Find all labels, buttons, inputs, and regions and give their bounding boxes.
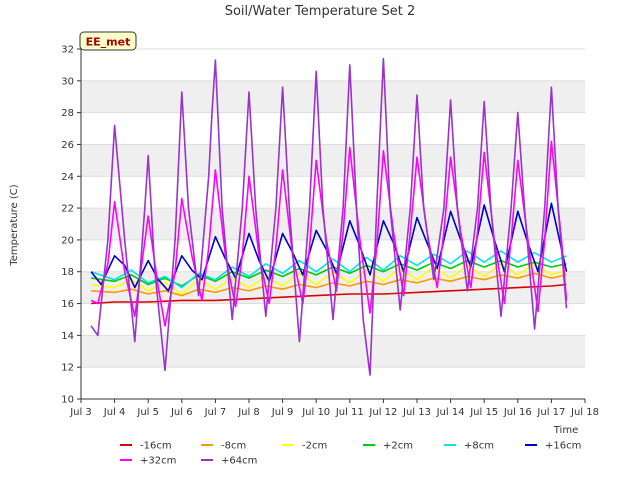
legend-item: +32cm — [120, 456, 176, 467]
y-axis-label: Temperature (C) — [9, 184, 20, 266]
grid-band — [81, 144, 585, 177]
legend-label: +32cm — [140, 456, 176, 467]
series-line-+8cm — [90, 250, 567, 289]
grid-band — [81, 335, 585, 368]
grid-band — [81, 208, 585, 240]
y-tick-label: 26 — [61, 140, 74, 151]
x-tick-label: Jul 14 — [436, 407, 465, 418]
grid-band — [81, 80, 585, 113]
y-tick-label: 10 — [61, 395, 74, 406]
legend-item: +64cm — [201, 456, 257, 467]
x-tick-label: Jul 5 — [136, 407, 159, 418]
legend-label: +16cm — [545, 441, 581, 452]
x-tick-label: Jul 3 — [69, 407, 92, 418]
legend-item: -16cm — [120, 441, 172, 452]
site-label-box: EE_met — [79, 31, 137, 51]
x-tick-label: Jul 9 — [271, 407, 294, 418]
legend-item: +16cm — [525, 441, 581, 452]
y-tick-label: 28 — [61, 108, 74, 119]
x-tick-label: Jul 6 — [170, 407, 193, 418]
legend-label: +64cm — [221, 456, 257, 467]
y-tick-label: 20 — [61, 235, 74, 246]
site-label: EE_met — [86, 36, 131, 49]
y-tick-label: 30 — [61, 76, 74, 87]
x-tick-label: Jul 4 — [103, 407, 126, 418]
series-line-+64cm — [90, 57, 568, 376]
y-tick-label: 32 — [61, 45, 74, 56]
y-tick-label: 22 — [61, 204, 74, 215]
x-tick-label: Jul 10 — [301, 407, 330, 418]
legend-label: +8cm — [464, 441, 494, 452]
series-line--8cm — [91, 272, 567, 297]
series-line--16cm — [91, 283, 567, 305]
x-tick-label: Jul 16 — [503, 407, 532, 418]
y-tick-label: 18 — [61, 267, 74, 278]
legend-label: +2cm — [383, 441, 413, 452]
x-tick-label: Jul 12 — [368, 407, 397, 418]
x-tick-label: Jul 17 — [536, 407, 565, 418]
legend-label: -2cm — [302, 441, 327, 452]
y-tick-label: 14 — [61, 331, 74, 342]
y-tick-label: 12 — [61, 363, 74, 374]
x-tick-label: Jul 11 — [335, 407, 364, 418]
x-tick-label: Jul 15 — [469, 407, 498, 418]
x-tick-label: Jul 18 — [570, 407, 599, 418]
legend-item: -8cm — [201, 441, 246, 452]
legend-item: +2cm — [363, 441, 413, 452]
legend-item: -2cm — [282, 441, 327, 452]
y-tick-label: 16 — [61, 299, 74, 310]
x-tick-label: Jul 8 — [237, 407, 260, 418]
x-axis-label: Time — [553, 425, 578, 436]
legend-item: +8cm — [444, 441, 494, 452]
chart-title: Soil/Water Temperature Set 2 — [225, 4, 416, 19]
legend-label: -8cm — [221, 441, 246, 452]
legend-label: -16cm — [140, 441, 172, 452]
y-tick-label: 24 — [61, 172, 74, 183]
x-tick-label: Jul 13 — [402, 407, 431, 418]
x-tick-label: Jul 7 — [204, 407, 227, 418]
